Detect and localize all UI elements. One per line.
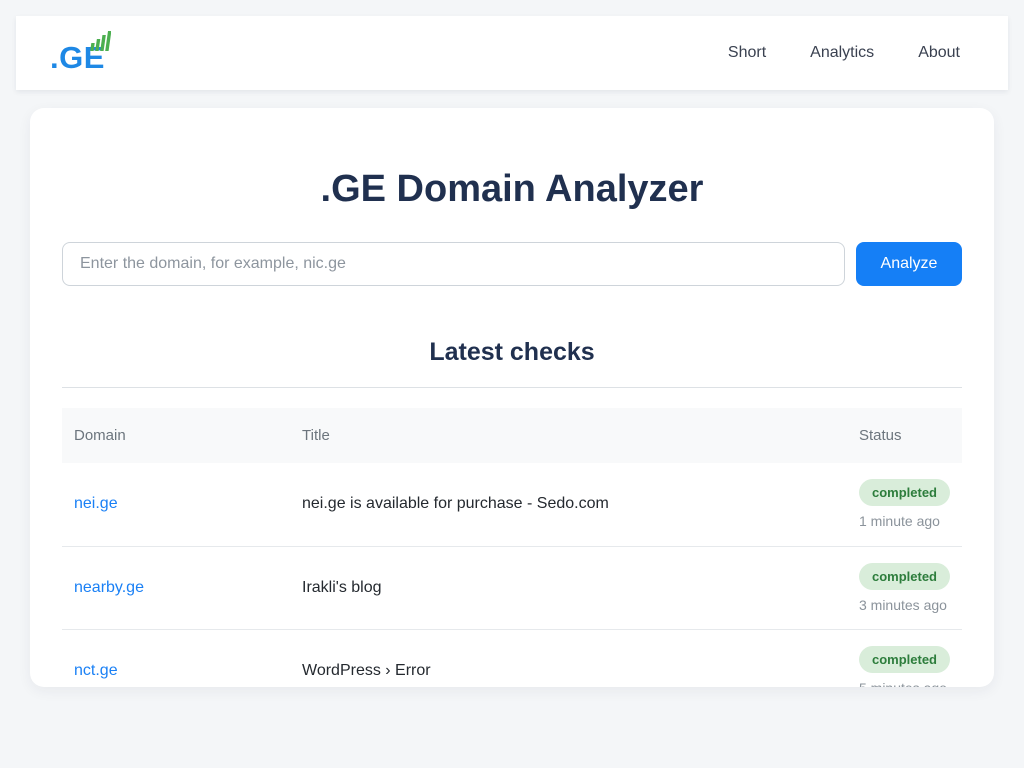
navbar: .GE Short Analytics About (16, 16, 1008, 90)
page-title-cell: WordPress › Error (290, 629, 847, 687)
page-title-cell: nei.ge is available for purchase - Sedo.… (290, 463, 847, 547)
status-badge: completed (858, 562, 950, 590)
check-time: 5 minutes ago (859, 680, 950, 688)
page-title: .GE Domain Analyzer (320, 168, 704, 210)
nav-link-short[interactable]: Short (727, 44, 767, 61)
nav-link-about[interactable]: About (918, 44, 960, 61)
check-time: 1 minute ago (858, 513, 940, 530)
main-card: .GE Domain Analyzer Analyze Latest check… (30, 108, 994, 687)
status-badge: completed (858, 645, 950, 673)
page-title-cell: Irakli's blog (290, 546, 847, 630)
search-row: Analyze (62, 242, 962, 286)
nav-links: Short Analytics About (728, 44, 960, 62)
table-row: nearby.ge Irakli's blog completed 3 minu… (62, 546, 962, 630)
domain-link[interactable]: nearby.ge (74, 578, 144, 596)
status-badge: completed (858, 479, 950, 507)
growth-bars-icon (89, 25, 112, 56)
logo[interactable]: .GE (50, 30, 112, 75)
domain-link[interactable]: nei.ge (74, 495, 118, 513)
table-row: nei.ge nei.ge is available for purchase … (62, 463, 962, 547)
column-header-domain: Domain (62, 408, 290, 463)
domain-search-input[interactable] (62, 242, 845, 286)
column-header-status: Status (846, 408, 962, 463)
analyze-button[interactable]: Analyze (856, 242, 962, 286)
table-row: nct.ge WordPress › Error completed 5 min… (62, 629, 962, 687)
latest-checks-heading: Latest checks (429, 338, 595, 366)
latest-checks-table: Domain Title Status nei.ge nei.ge is ava… (62, 408, 962, 687)
domain-link[interactable]: nct.ge (74, 661, 118, 679)
table-header-row: Domain Title Status (62, 408, 962, 463)
logo-text: .GE (50, 39, 105, 75)
divider (62, 387, 962, 388)
column-header-title: Title (290, 408, 847, 463)
check-time: 3 minutes ago (858, 596, 947, 613)
nav-link-analytics[interactable]: Analytics (810, 44, 875, 61)
